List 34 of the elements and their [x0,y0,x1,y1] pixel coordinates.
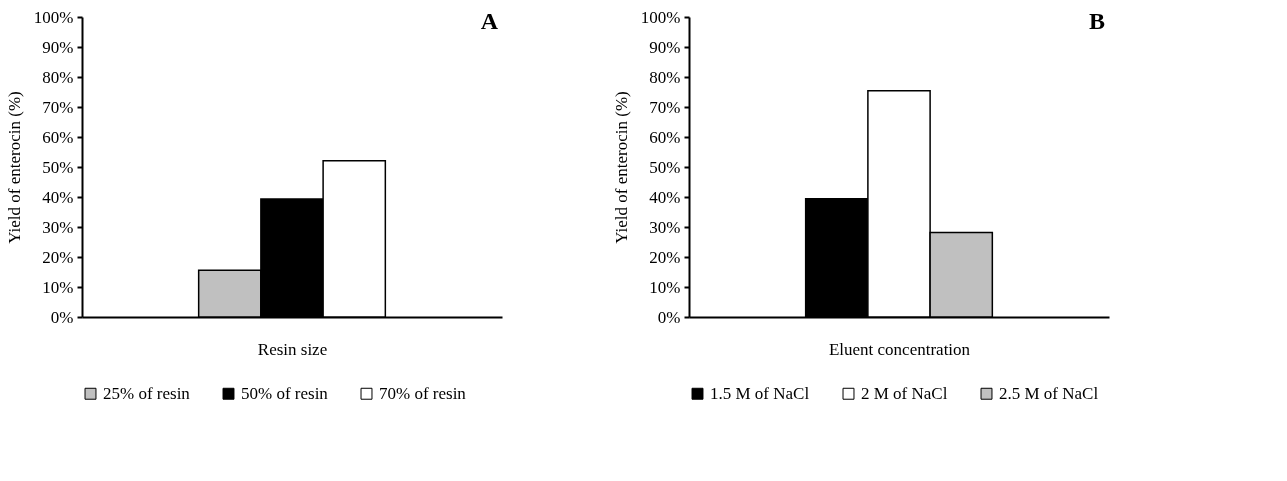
y-tick-label: 100% [33,7,74,27]
y-tick-label: 40% [42,187,74,207]
y-tick-label: 80% [42,67,74,87]
y-tick-label: 10% [42,277,74,297]
y-tick-label: 70% [649,97,681,117]
x-axis-title: Eluent concentration [828,339,971,359]
y-tick-label: 70% [42,97,74,117]
y-tick-label: 100% [640,7,681,27]
y-tick-label: 50% [649,157,681,177]
legend-label: 25% of resin [103,383,191,403]
y-tick-label: 0% [50,307,74,327]
y-tick-label: 0% [657,307,681,327]
chart-title: B [1088,8,1105,34]
y-tick-label: 30% [649,217,681,237]
legend-label: 70% of resin [379,383,467,403]
y-tick-label: 90% [649,37,681,57]
x-axis-title: Resin size [257,339,328,359]
legend-label: 2 M of NaCl [861,383,948,403]
y-tick-label: 80% [649,67,681,87]
y-tick-label: 90% [42,37,74,57]
y-tick-label: 50% [42,157,74,177]
legend-label: 50% of resin [241,383,329,403]
y-tick-label: 10% [649,277,681,297]
chart-title: A [480,8,499,34]
legend-label: 1.5 M of NaCl [710,383,810,403]
y-tick-label: 60% [42,127,74,147]
y-tick-label: 60% [649,127,681,147]
y-tick-label: 30% [42,217,74,237]
y-tick-label: 20% [42,247,74,267]
legend-label: 2.5 M of NaCl [999,383,1099,403]
y-axis-title: Yield of enterocin (%) [4,91,24,244]
y-axis-title: Yield of enterocin (%) [611,91,631,244]
y-tick-label: 40% [649,187,681,207]
y-tick-label: 20% [649,247,681,267]
